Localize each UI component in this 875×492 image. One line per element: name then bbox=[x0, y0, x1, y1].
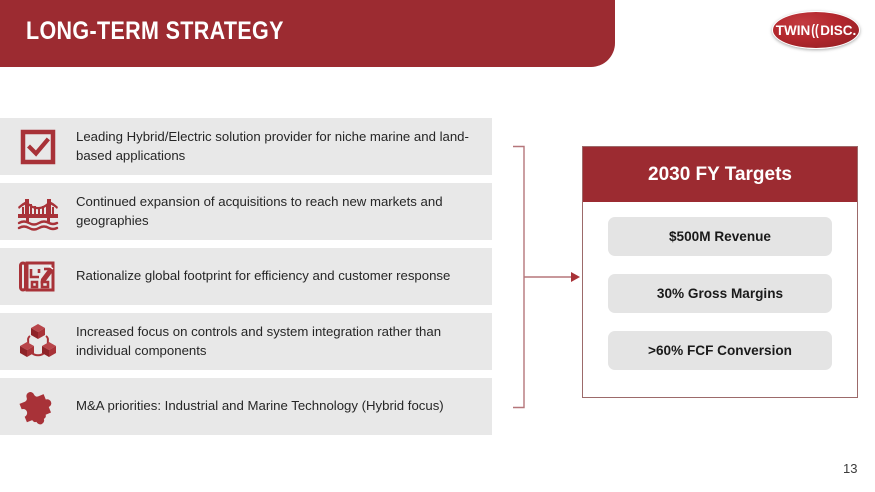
connected-cubes-icon bbox=[0, 313, 76, 370]
arrow-head-icon bbox=[571, 272, 580, 282]
list-item-label: M&A priorities: Industrial and Marine Te… bbox=[76, 398, 444, 414]
targets-panel-title: 2030 FY Targets bbox=[648, 163, 792, 185]
list-item: Increased focus on controls and system i… bbox=[0, 313, 492, 370]
logo-ellipse-shape bbox=[772, 11, 860, 49]
puzzle-piece-icon bbox=[0, 378, 76, 435]
bridge-icon bbox=[0, 183, 76, 240]
target-pill: $500M Revenue bbox=[608, 217, 832, 256]
list-item-label: Increased focus on controls and system i… bbox=[76, 324, 442, 358]
logo-disc-icon: (( bbox=[811, 21, 819, 39]
target-pill: 30% Gross Margins bbox=[608, 274, 832, 313]
bracket-arrow-connector bbox=[505, 138, 585, 416]
target-pill-label: $500M Revenue bbox=[668, 229, 771, 244]
strategy-list: Leading Hybrid/Electric solution provide… bbox=[0, 118, 492, 443]
list-item-label: Leading Hybrid/Electric solution provide… bbox=[76, 129, 469, 163]
page-number: 13 bbox=[843, 461, 858, 476]
blueprint-pencil-icon bbox=[0, 248, 76, 305]
targets-panel-body: $500M Revenue 30% Gross Margins >60% FCF… bbox=[583, 202, 857, 370]
title-banner: LONG-TERM STRATEGY bbox=[0, 0, 615, 67]
logo-wordmark: TWIN((DISC. bbox=[772, 11, 860, 49]
target-pill-label: >60% FCF Conversion bbox=[648, 343, 792, 358]
target-pill-label: 30% Gross Margins bbox=[656, 286, 784, 301]
list-item: Leading Hybrid/Electric solution provide… bbox=[0, 118, 492, 175]
list-item-label: Continued expansion of acquisitions to r… bbox=[76, 194, 443, 228]
logo-right-word: DISC. bbox=[820, 22, 857, 38]
twin-disc-logo: TWIN((DISC. bbox=[772, 11, 860, 49]
checkbox-check-icon bbox=[0, 118, 76, 175]
target-pill: >60% FCF Conversion bbox=[608, 331, 832, 370]
list-item-label: Rationalize global footprint for efficie… bbox=[76, 268, 451, 284]
page-title: LONG-TERM STRATEGY bbox=[26, 17, 284, 45]
logo-left-word: TWIN bbox=[775, 22, 811, 38]
targets-panel: 2030 FY Targets $500M Revenue 30% Gross … bbox=[582, 146, 858, 398]
list-item: Rationalize global footprint for efficie… bbox=[0, 248, 492, 305]
list-item: Continued expansion of acquisitions to r… bbox=[0, 183, 492, 240]
targets-panel-header: 2030 FY Targets bbox=[583, 147, 857, 202]
list-item: M&A priorities: Industrial and Marine Te… bbox=[0, 378, 492, 435]
